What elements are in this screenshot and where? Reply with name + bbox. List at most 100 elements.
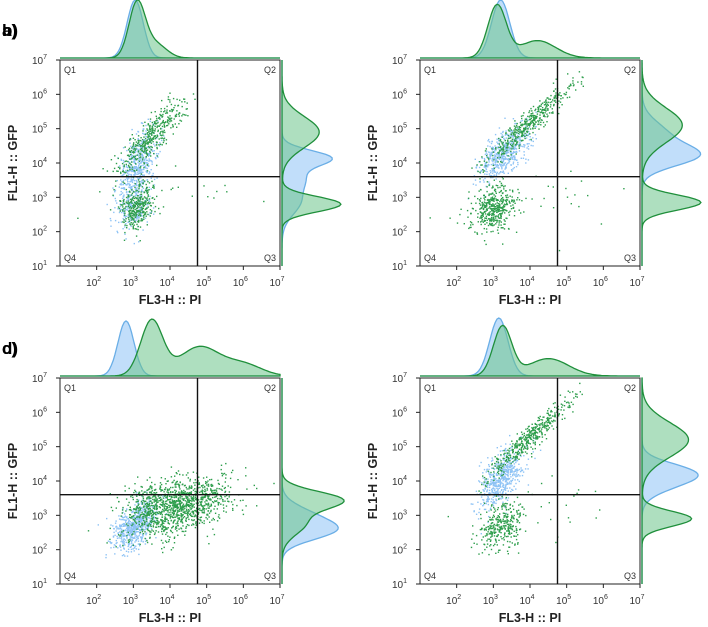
data-point — [511, 130, 513, 132]
data-point — [222, 473, 224, 475]
data-point — [504, 134, 507, 136]
data-point — [232, 469, 234, 472]
data-point — [144, 165, 147, 167]
data-point — [517, 197, 519, 199]
data-point — [137, 492, 140, 495]
data-point — [134, 170, 136, 172]
data-point — [166, 505, 169, 508]
data-point — [188, 524, 190, 527]
data-point — [118, 221, 120, 224]
data-point — [146, 506, 148, 509]
data-point — [144, 147, 146, 149]
data-point — [528, 126, 531, 128]
data-point — [517, 128, 520, 131]
data-point — [154, 210, 156, 213]
data-point — [179, 119, 181, 122]
data-point — [140, 201, 142, 204]
data-point — [146, 508, 149, 510]
data-point — [151, 130, 153, 132]
data-point — [503, 206, 505, 208]
data-point — [149, 128, 152, 131]
data-point — [128, 533, 130, 535]
data-point — [152, 137, 155, 139]
data-point — [127, 548, 130, 550]
data-point — [203, 520, 205, 522]
data-point — [142, 205, 145, 208]
data-point — [139, 529, 141, 531]
data-point — [483, 204, 485, 206]
data-point — [99, 191, 101, 193]
data-point — [148, 501, 150, 503]
data-point — [156, 177, 158, 179]
data-point — [133, 197, 135, 200]
data-point — [559, 92, 561, 94]
data-point — [174, 528, 177, 530]
data-point — [145, 532, 148, 534]
data-point — [492, 148, 495, 150]
data-point — [153, 523, 155, 525]
data-point — [502, 171, 505, 173]
data-point — [139, 185, 141, 187]
data-point — [214, 493, 216, 495]
data-point — [139, 177, 142, 179]
data-point — [237, 479, 239, 481]
data-point — [128, 215, 130, 217]
data-point — [142, 132, 144, 135]
data-point — [143, 214, 145, 217]
data-point — [494, 171, 497, 173]
data-point — [160, 519, 162, 522]
data-point — [102, 168, 104, 170]
data-point — [136, 219, 138, 221]
data-point — [130, 551, 133, 553]
data-point — [209, 479, 211, 481]
data-point — [483, 170, 485, 172]
data-point — [116, 537, 119, 539]
data-point — [225, 477, 227, 479]
data-point — [176, 503, 179, 505]
data-point — [140, 171, 143, 173]
data-point — [136, 223, 138, 226]
data-point — [558, 112, 560, 115]
data-point — [496, 229, 499, 231]
data-point — [180, 500, 182, 503]
data-point — [132, 137, 135, 139]
data-point — [131, 168, 133, 170]
data-point — [131, 209, 133, 212]
data-point — [132, 185, 134, 187]
data-point — [506, 154, 508, 157]
data-point — [522, 157, 525, 159]
data-point — [119, 208, 121, 210]
data-point — [130, 528, 132, 530]
data-point — [193, 503, 195, 505]
data-point — [133, 547, 136, 549]
data-point — [500, 136, 503, 138]
data-point — [192, 489, 195, 491]
data-point — [174, 491, 177, 494]
data-point — [187, 516, 189, 519]
data-point — [124, 525, 126, 527]
data-point — [129, 186, 132, 188]
data-point — [492, 170, 494, 172]
data-point — [154, 498, 156, 500]
data-point — [149, 507, 151, 510]
data-point — [135, 521, 137, 523]
data-point — [174, 489, 176, 491]
data-point — [180, 492, 182, 494]
y-tick-label: 107 — [32, 54, 47, 67]
data-point — [125, 524, 127, 526]
data-point — [169, 499, 171, 501]
data-point — [151, 149, 153, 151]
data-point — [175, 481, 178, 483]
data-point — [504, 150, 506, 153]
data-point — [120, 152, 122, 154]
data-point — [124, 160, 126, 163]
data-point — [149, 137, 152, 139]
data-point — [119, 200, 121, 202]
data-point — [151, 529, 153, 531]
data-point — [510, 151, 512, 153]
data-point — [507, 137, 510, 140]
data-point — [501, 227, 503, 229]
data-point — [483, 220, 485, 222]
data-point — [513, 132, 515, 135]
